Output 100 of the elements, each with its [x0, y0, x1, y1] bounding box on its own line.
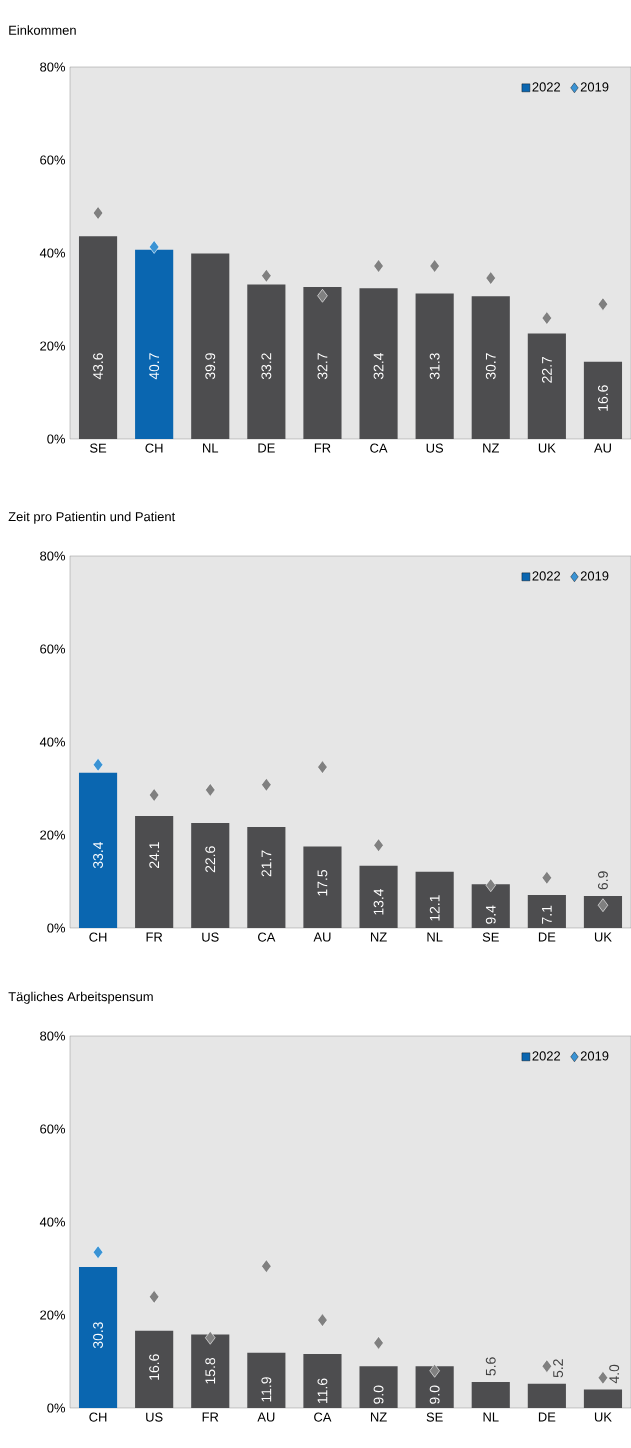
data-label: 12.1: [429, 895, 440, 921]
data-label: 39.9: [205, 353, 216, 380]
bar: [191, 822, 230, 928]
bar: [471, 1381, 510, 1408]
bar: [583, 895, 622, 928]
data-label: 30.3: [93, 1322, 103, 1349]
chart-title: Zeit pro Patientin und Patient: [8, 511, 176, 524]
bar: [471, 884, 510, 928]
data-label: 16.6: [597, 385, 608, 411]
data-label: 43.6: [93, 353, 103, 380]
point: [92, 1245, 104, 1260]
data-label: 22.7: [541, 356, 552, 383]
bar: [583, 1389, 622, 1408]
chart-title: Tägliches Arbeitspensum: [8, 991, 153, 1004]
point: [204, 1330, 216, 1345]
point: [261, 268, 272, 283]
x-tick-label: CA: [314, 1412, 332, 1422]
y-tick-label: 20%: [40, 830, 65, 840]
bar: [359, 865, 398, 928]
bar: [415, 293, 454, 439]
x-tick-label: AU: [257, 1412, 275, 1422]
point: [597, 297, 609, 311]
data-label: 11.9: [261, 1377, 272, 1402]
y-tick-label: 80%: [40, 1031, 65, 1041]
bar: [78, 772, 118, 928]
x-tick-label: US: [426, 443, 443, 453]
bar: [247, 284, 286, 439]
point: [597, 1370, 609, 1385]
bar: [527, 894, 566, 928]
data-label: 9.4: [485, 905, 496, 924]
bar: [303, 286, 342, 439]
x-tick-label: DE: [538, 932, 556, 942]
x-tick-label: FR: [202, 1412, 219, 1422]
data-label: 24.1: [149, 842, 159, 868]
y-tick-label: 20%: [40, 1310, 65, 1320]
bar: [527, 1383, 566, 1408]
x-tick-label: CA: [370, 443, 388, 453]
x-tick-label: NL: [483, 1412, 499, 1422]
x-tick-label: SE: [89, 443, 107, 453]
chart-title: Einkommen: [9, 25, 76, 35]
bar: [359, 288, 398, 439]
point: [317, 1313, 328, 1327]
x-tick-label: UK: [594, 1412, 612, 1422]
data-label: 33.4: [93, 841, 103, 869]
data-label: 22.6: [205, 846, 216, 873]
legend-label: 2019: [580, 82, 609, 92]
x-tick-label: AU: [313, 932, 331, 942]
y-tick-label: 0%: [47, 1403, 65, 1413]
bar: [303, 1354, 342, 1408]
point: [317, 760, 328, 774]
bar: [134, 1330, 174, 1408]
x-tick-label: US: [202, 932, 219, 942]
bar: [359, 1366, 398, 1408]
point: [92, 757, 104, 772]
x-tick-label: US: [146, 1412, 163, 1422]
point: [261, 1259, 272, 1273]
point: [541, 1359, 552, 1373]
point: [485, 878, 496, 893]
bar: [191, 253, 230, 439]
data-label: 31.3: [429, 353, 440, 380]
bar: [527, 333, 566, 439]
point: [317, 288, 328, 303]
bar: [303, 846, 342, 928]
x-tick-label: SE: [426, 1412, 443, 1422]
point: [148, 240, 160, 254]
bar: [78, 1267, 118, 1408]
point: [429, 259, 440, 273]
bar: [134, 249, 174, 439]
bar: [247, 827, 286, 928]
data-label: 32.7: [317, 353, 328, 380]
x-tick-label: FR: [314, 443, 331, 453]
y-tick-label: 60%: [40, 644, 65, 654]
bar: [471, 296, 510, 439]
data-label: 11.6: [317, 1378, 328, 1403]
point: [92, 206, 104, 220]
data-label: 9.0: [373, 1385, 384, 1404]
legend-label: 2019: [580, 571, 609, 581]
bar: [191, 1334, 230, 1408]
bar: [415, 1366, 454, 1408]
point: [429, 1363, 440, 1378]
x-tick-label: NZ: [370, 932, 387, 942]
x-tick-label: NZ: [483, 443, 499, 453]
data-label: 32.4: [373, 352, 384, 380]
x-tick-label: UK: [538, 443, 556, 453]
point: [373, 259, 384, 273]
y-tick-label: 0%: [47, 434, 65, 444]
x-tick-label: DE: [258, 443, 275, 453]
data-label: 21.7: [261, 850, 272, 877]
y-tick-label: 20%: [40, 341, 65, 351]
point: [485, 271, 496, 285]
x-tick-label: SE: [482, 932, 499, 942]
legend-label: 2022: [532, 571, 560, 581]
data-label: 9.0: [429, 1385, 440, 1404]
point: [541, 870, 552, 885]
y-tick-label: 40%: [39, 248, 65, 258]
x-tick-label: CA: [257, 932, 276, 942]
y-tick-label: 60%: [40, 1124, 65, 1134]
data-label: 15.8: [205, 1357, 216, 1384]
data-label: 5.6: [485, 1357, 496, 1376]
x-tick-label: AU: [593, 443, 611, 453]
